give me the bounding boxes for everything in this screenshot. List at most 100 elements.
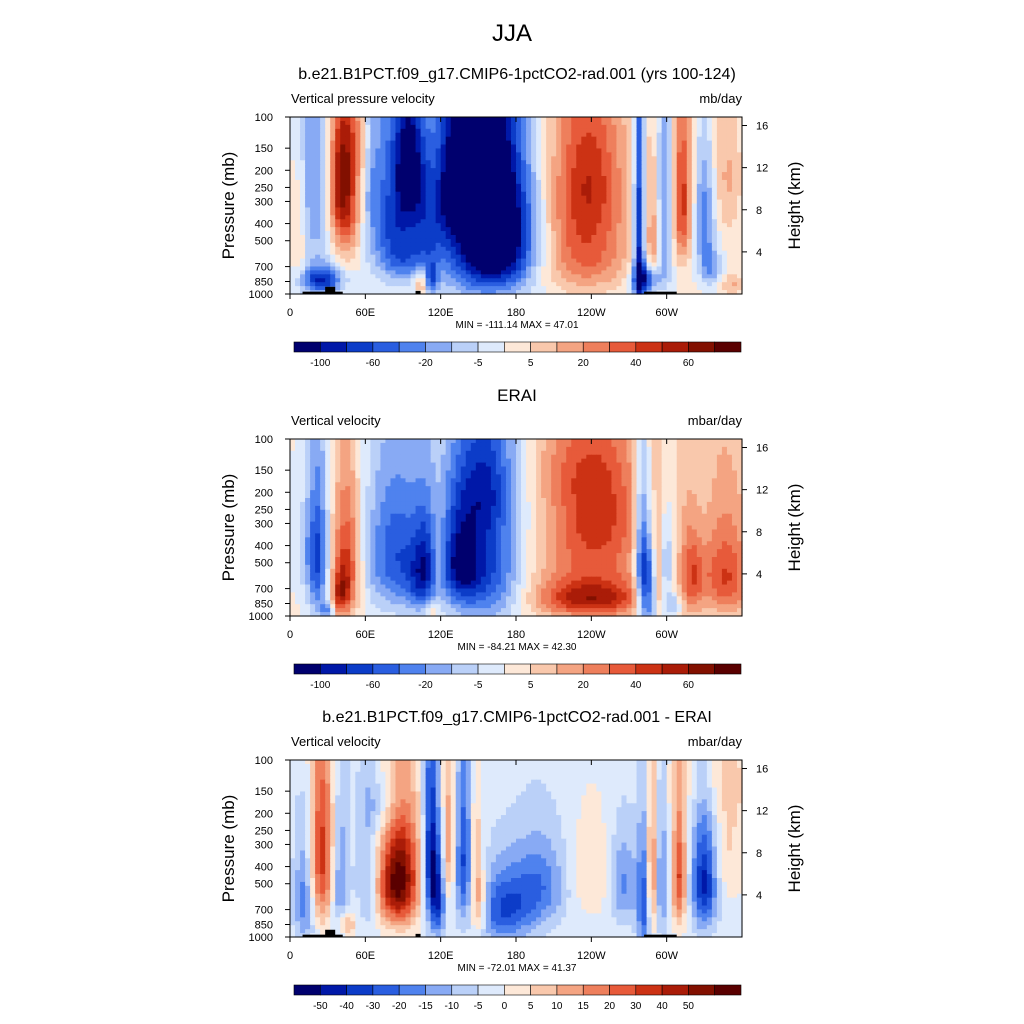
heatmap-cell — [360, 227, 366, 232]
heatmap-cell — [495, 246, 502, 252]
heatmap-cell — [596, 246, 602, 252]
heatmap-cell — [656, 195, 663, 201]
heatmap-cell — [666, 238, 673, 244]
heatmap-cell — [510, 207, 517, 212]
heatmap-cell — [290, 250, 296, 256]
heatmap-cell — [470, 470, 477, 475]
heatmap-cell — [380, 462, 387, 468]
heatmap-cell — [731, 176, 738, 181]
heatmap-cell — [355, 274, 361, 279]
heatmap-cell — [490, 203, 497, 209]
heatmap-cell — [626, 238, 633, 244]
heatmap-cell — [616, 270, 623, 275]
heatmap-cell — [661, 117, 668, 122]
heatmap-cell — [661, 266, 668, 271]
heatmap-cell — [295, 231, 301, 236]
heatmap-cell — [385, 117, 392, 122]
heatmap-cell — [626, 446, 633, 452]
heatmap-cell — [526, 286, 532, 291]
heatmap-cell — [601, 286, 607, 291]
heatmap-cell — [681, 290, 688, 295]
heatmap-cell — [576, 124, 582, 130]
heatmap-cell — [691, 191, 698, 197]
heatmap-cell — [581, 219, 587, 224]
heatmap-cell — [320, 120, 326, 126]
heatmap-cell — [536, 470, 542, 475]
heatmap-cell — [310, 246, 316, 252]
heatmap-cell — [736, 132, 743, 138]
heatmap-cell — [300, 199, 306, 205]
heatmap-cell — [475, 274, 482, 279]
heatmap-cell — [415, 117, 422, 122]
heatmap-cell — [370, 238, 376, 244]
heatmap-cell — [726, 207, 733, 212]
heatmap-cell — [611, 235, 618, 240]
heatmap-cell — [320, 454, 326, 460]
heatmap-cell — [390, 246, 397, 252]
heatmap-cell — [531, 470, 537, 475]
heatmap-cell — [385, 223, 392, 228]
heatmap-cell — [676, 227, 683, 232]
heatmap-cell — [300, 450, 306, 456]
heatmap-cell — [626, 454, 633, 460]
heatmap-cell — [380, 466, 387, 472]
heatmap-cell — [606, 187, 613, 193]
heatmap-cell — [576, 179, 582, 185]
heatmap-cell — [430, 442, 437, 448]
heatmap-cell — [576, 211, 582, 216]
heatmap-cell — [626, 462, 633, 468]
heatmap-cell — [701, 120, 708, 126]
heatmap-cell — [345, 179, 351, 185]
heatmap-cell — [500, 172, 507, 177]
heatmap-cell — [380, 120, 387, 126]
heatmap-cell — [420, 235, 427, 240]
heatmap-cell — [571, 258, 577, 264]
heatmap-cell — [586, 242, 592, 248]
heatmap-cell — [380, 168, 387, 173]
heatmap-cell — [385, 250, 392, 256]
heatmap-cell — [646, 207, 653, 212]
heatmap-cell — [631, 132, 638, 138]
heatmap-cell — [731, 278, 738, 283]
heatmap-cell — [315, 278, 321, 283]
heatmap-cell — [320, 207, 326, 212]
heatmap-cell — [350, 136, 356, 142]
heatmap-cell — [290, 290, 296, 295]
heatmap-cell — [490, 120, 497, 126]
heatmap-cell — [340, 227, 346, 232]
heatmap-cell — [385, 442, 392, 448]
heatmap-cell — [621, 290, 628, 295]
heatmap-cell — [661, 278, 668, 283]
heatmap-cell — [721, 278, 728, 283]
heatmap-cell — [566, 183, 572, 189]
heatmap-cell — [701, 223, 708, 228]
heatmap-cell — [586, 446, 592, 452]
heatmap-cell — [485, 235, 492, 240]
heatmap-cell — [450, 223, 457, 228]
heatmap-cell — [490, 117, 497, 122]
heatmap-cell — [495, 454, 502, 460]
heatmap-cell — [651, 266, 658, 271]
x-tick-label: 60E — [356, 307, 376, 319]
heatmap-cell — [410, 286, 417, 291]
heatmap-cell — [676, 168, 683, 173]
heatmap-cell — [731, 235, 738, 240]
heatmap-cell — [541, 152, 547, 157]
heatmap-cell — [485, 152, 492, 157]
heatmap-cell — [370, 258, 376, 264]
heatmap-cell — [536, 160, 542, 165]
heatmap-cell — [521, 156, 527, 161]
heatmap-cell — [380, 266, 387, 271]
heatmap-cell — [561, 223, 567, 228]
heatmap-cell — [621, 258, 628, 264]
heatmap-cell — [360, 160, 366, 165]
heatmap-cell — [290, 223, 296, 228]
heatmap-cell — [681, 187, 688, 193]
heatmap-cell — [591, 450, 597, 456]
heatmap-cell — [380, 223, 387, 228]
heatmap-cell — [295, 176, 301, 181]
heatmap-cell — [305, 439, 311, 444]
heatmap-cell — [365, 446, 371, 452]
heatmap-cell — [516, 266, 522, 271]
heatmap-cell — [636, 462, 643, 468]
